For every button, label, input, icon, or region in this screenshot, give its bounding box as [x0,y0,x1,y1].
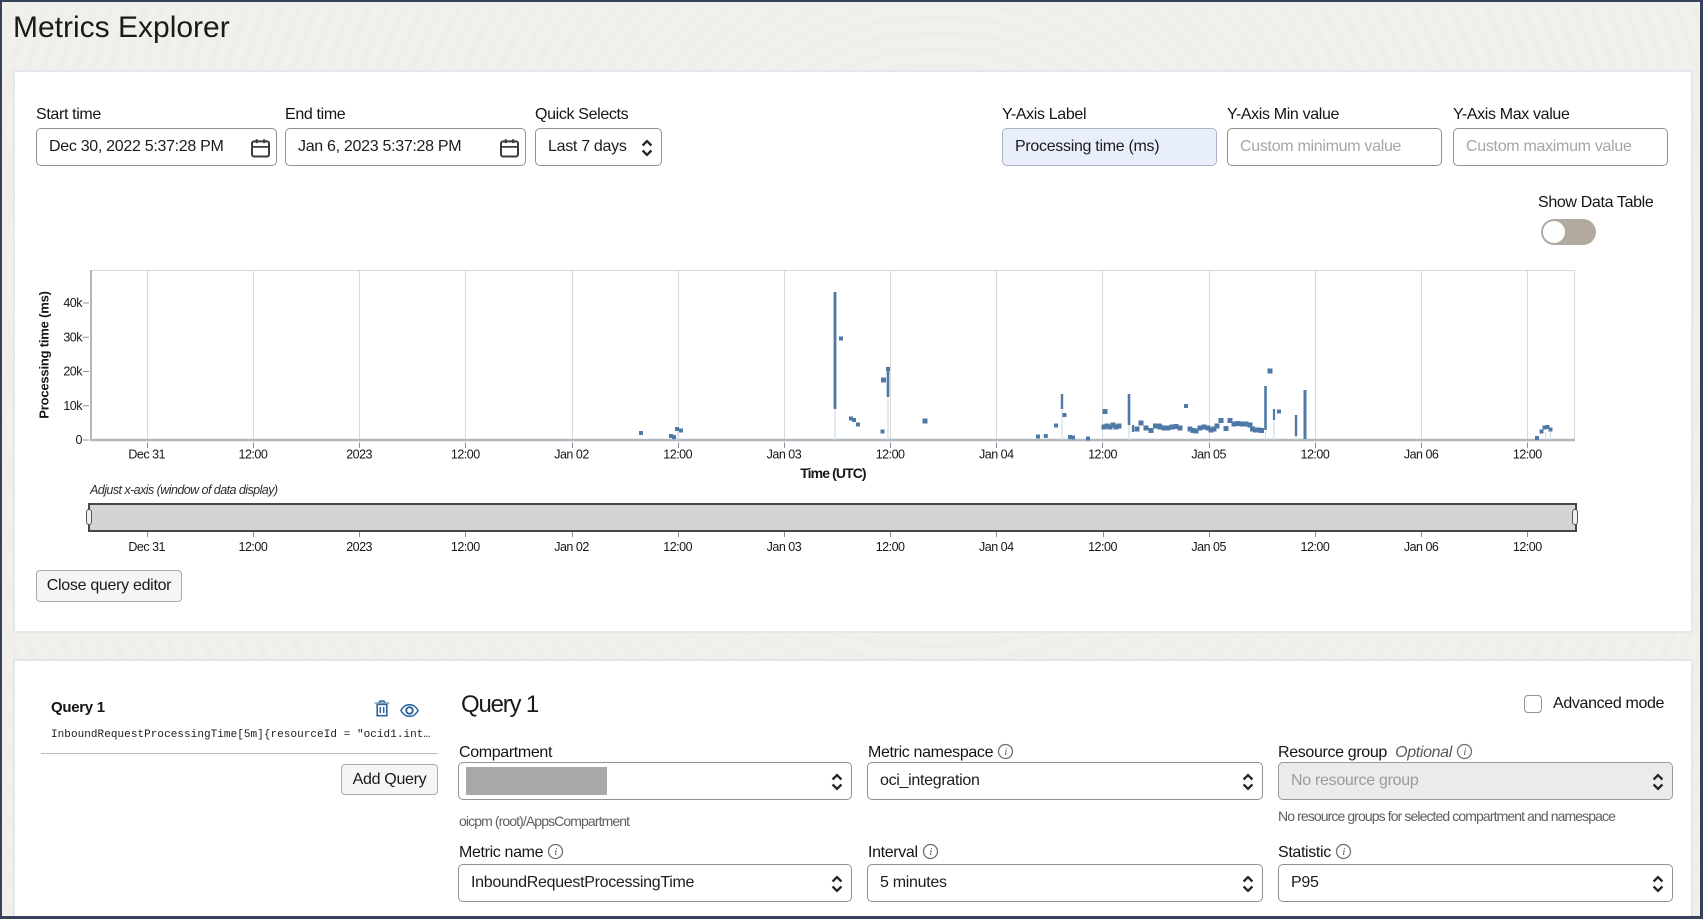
svg-text:i: i [1005,747,1008,758]
svg-text:i: i [555,847,558,858]
svg-text:Jan 03: Jan 03 [767,448,802,462]
svg-text:Jan 06: Jan 06 [1404,448,1439,462]
svg-text:Jan 05: Jan 05 [1191,448,1226,462]
svg-text:Jan 04: Jan 04 [979,448,1014,462]
svg-text:Dec 31: Dec 31 [128,448,165,462]
svg-text:12:00: 12:00 [1088,448,1117,462]
svg-text:2023: 2023 [346,448,372,462]
svg-text:0: 0 [76,433,83,447]
svg-text:10k: 10k [63,399,83,413]
svg-text:12:00: 12:00 [663,448,692,462]
svg-text:12:00: 12:00 [239,448,268,462]
svg-text:i: i [929,847,932,858]
svg-text:Jan 02: Jan 02 [554,448,589,462]
svg-text:12:00: 12:00 [876,448,905,462]
svg-text:12:00: 12:00 [451,448,480,462]
svg-text:12:00: 12:00 [1513,448,1542,462]
svg-text:i: i [1342,847,1345,858]
svg-text:i: i [1463,747,1466,758]
svg-text:40k: 40k [63,296,83,310]
svg-text:20k: 20k [63,365,83,379]
svg-text:12:00: 12:00 [1301,448,1330,462]
svg-text:30k: 30k [63,330,83,344]
